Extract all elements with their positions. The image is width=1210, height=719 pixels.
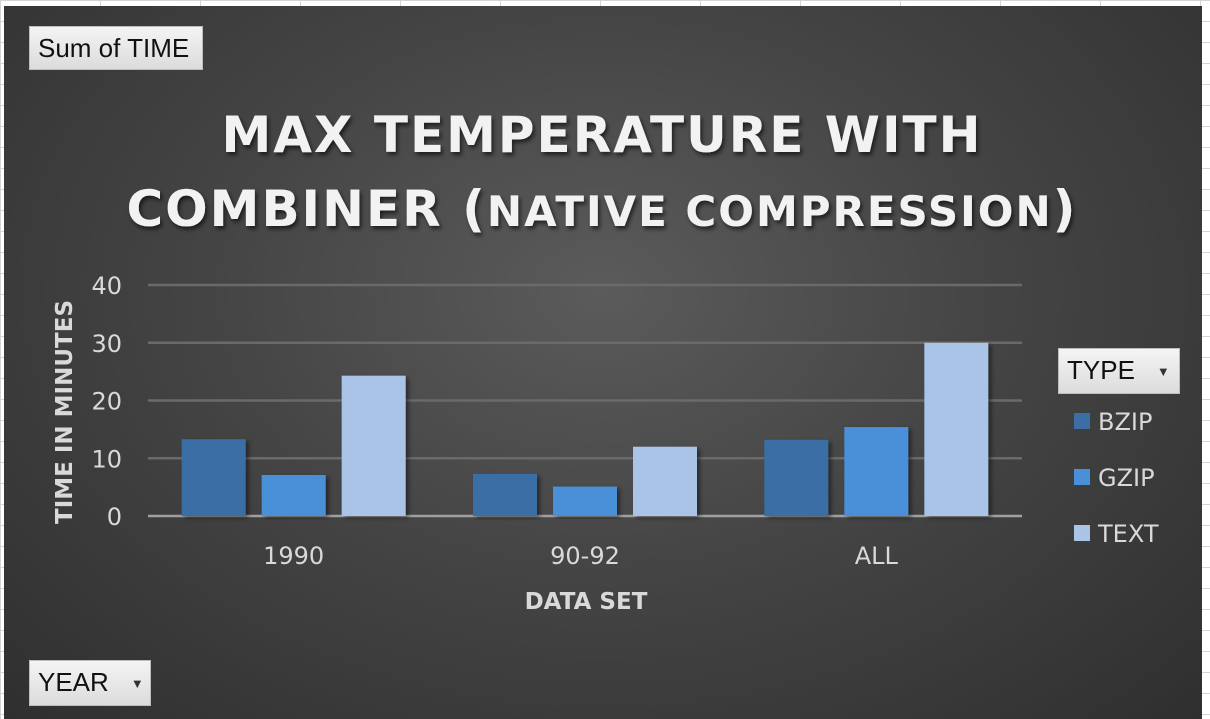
bar-text-90-92 [633, 446, 697, 516]
dropdown-arrow-icon: ▼ [130, 676, 144, 692]
legend-label-bzip: BZIP [1098, 408, 1152, 436]
bar-gzip-1990 [261, 474, 326, 516]
bar-bzip-1990 [181, 439, 246, 516]
legend: BZIP GZIP TEXT [1074, 408, 1159, 548]
legend-swatch-text [1074, 525, 1090, 541]
y-axis-ticks: 0 10 20 30 40 [91, 272, 122, 531]
filter-field-button[interactable]: YEAR ▼ [29, 660, 151, 707]
chart-title-line2-part-c: ) [1053, 180, 1078, 238]
legend-swatch-bzip [1074, 413, 1090, 429]
filter-field-label: YEAR [38, 667, 109, 697]
legend-swatch-gzip [1074, 469, 1090, 485]
bar-gzip-90-92 [553, 486, 617, 516]
legend-label-gzip: GZIP [1098, 464, 1155, 492]
bar-gzip-all [844, 427, 909, 516]
x-tick-label: 90-92 [550, 542, 620, 570]
y-tick-label: 40 [91, 272, 122, 300]
chart-title-line2-part-a: COMBINER ( [126, 180, 486, 238]
values-field-label: Sum of TIME [38, 33, 190, 63]
chart-svg: MAX TEMPERATURE WITH COMBINER (NATIVE CO… [52, 106, 1159, 615]
legend-field-button[interactable]: TYPE ▼ [1058, 348, 1180, 395]
legend-label-text: TEXT [1097, 520, 1159, 548]
y-tick-label: 30 [91, 330, 122, 358]
dropdown-arrow-icon: ▼ [1156, 364, 1170, 380]
y-tick-label: 0 [107, 503, 122, 531]
bar-bzip-all [764, 439, 829, 516]
chart-title-line2: COMBINER (NATIVE COMPRESSION) [126, 180, 1077, 238]
x-axis-ticks: 1990 90-92 ALL [263, 542, 898, 570]
x-tick-label: ALL [855, 542, 899, 570]
bar-bzip-90-92 [473, 473, 537, 516]
y-tick-label: 10 [91, 445, 122, 473]
legend-field-label: TYPE [1067, 355, 1135, 385]
y-axis-label: TIME IN MINUTES [52, 300, 78, 524]
values-field-button[interactable]: Sum of TIME [29, 26, 203, 70]
x-tick-label: 1990 [263, 542, 324, 570]
chart-title-line1: MAX TEMPERATURE WITH [221, 106, 982, 164]
chart-title-line2-part-b: NATIVE COMPRESSION [487, 187, 1053, 236]
bars [181, 342, 989, 516]
bar-text-all [924, 342, 989, 516]
y-tick-label: 20 [91, 388, 122, 416]
x-axis-label: DATA SET [525, 589, 648, 615]
bar-text-1990 [341, 375, 406, 516]
pivot-chart[interactable]: MAX TEMPERATURE WITH COMBINER (NATIVE CO… [4, 6, 1202, 719]
